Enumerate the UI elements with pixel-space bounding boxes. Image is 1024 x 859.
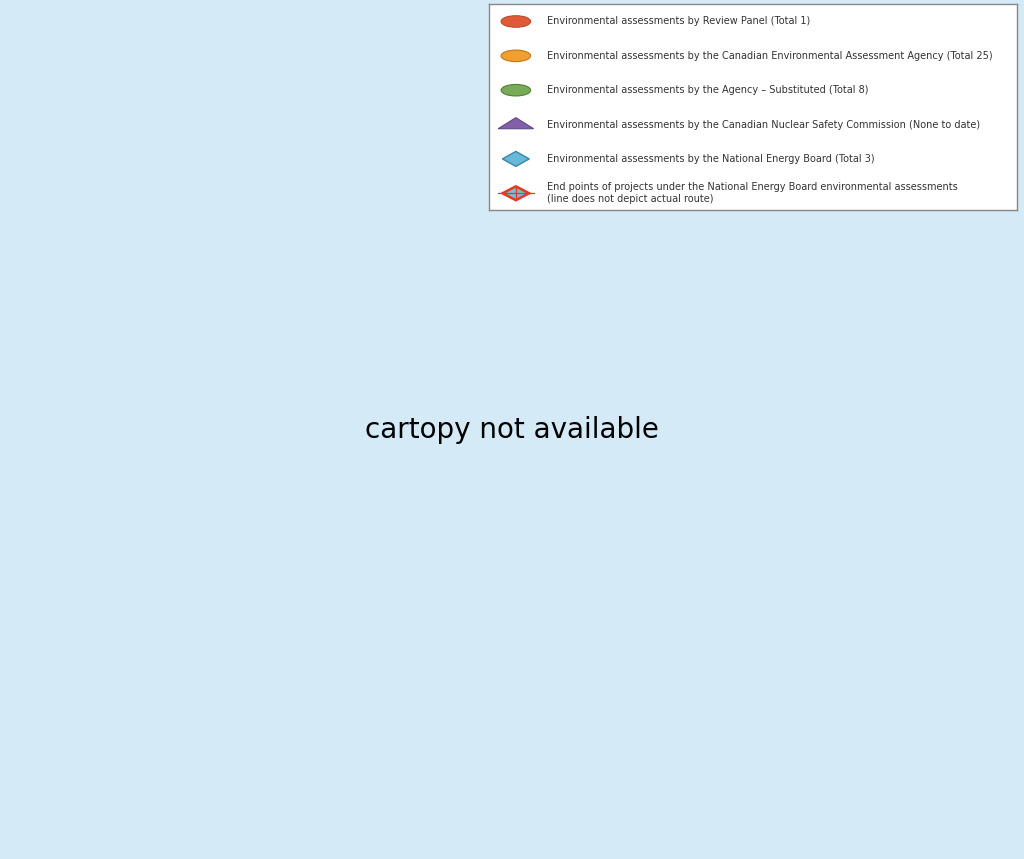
Text: End points of projects under the National Energy Board environmental assessments: End points of projects under the Nationa…	[548, 182, 958, 204]
Text: Environmental assessments by the Canadian Nuclear Safety Commission (None to dat: Environmental assessments by the Canadia…	[548, 119, 981, 130]
Polygon shape	[503, 151, 529, 167]
Circle shape	[501, 15, 530, 27]
Circle shape	[501, 84, 530, 96]
Polygon shape	[498, 118, 534, 129]
Text: cartopy not available: cartopy not available	[366, 416, 658, 444]
Circle shape	[501, 50, 530, 62]
Text: Environmental assessments by the Agency – Substituted (Total 8): Environmental assessments by the Agency …	[548, 85, 869, 95]
Polygon shape	[503, 186, 529, 200]
Text: Environmental assessments by the Canadian Environmental Assessment Agency (Total: Environmental assessments by the Canadia…	[548, 51, 993, 61]
Text: Environmental assessments by the National Energy Board (Total 3): Environmental assessments by the Nationa…	[548, 154, 876, 164]
Text: Environmental assessments by Review Panel (Total 1): Environmental assessments by Review Pane…	[548, 16, 811, 27]
